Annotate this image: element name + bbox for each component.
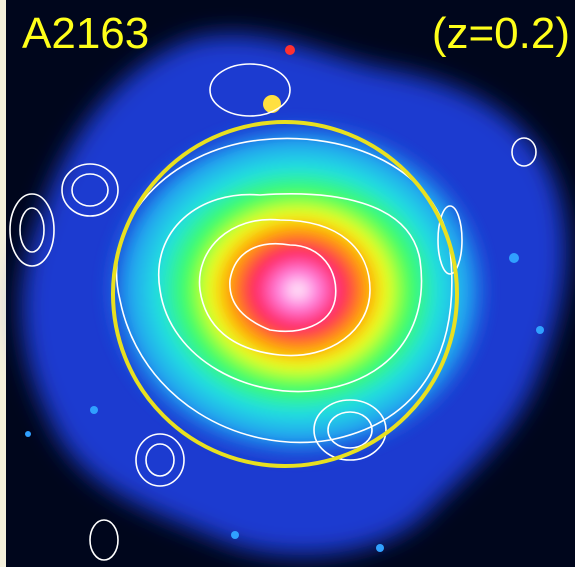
cluster-image: A2163 (z=0.2) xyxy=(0,0,575,567)
redshift-label: (z=0.2) xyxy=(432,9,570,58)
left-border xyxy=(0,0,6,567)
xray-core xyxy=(90,115,490,465)
page: A2163 (z=0.2) (() => { const data = JSON… xyxy=(0,0,575,567)
cluster-name: A2163 xyxy=(22,9,149,58)
